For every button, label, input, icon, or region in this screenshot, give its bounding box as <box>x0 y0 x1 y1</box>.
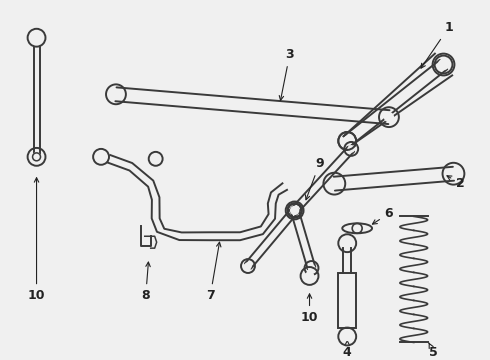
Circle shape <box>32 153 41 161</box>
Text: 7: 7 <box>206 242 221 302</box>
Circle shape <box>348 146 354 152</box>
Circle shape <box>343 137 351 145</box>
Circle shape <box>343 239 351 247</box>
Text: 9: 9 <box>305 157 324 200</box>
Circle shape <box>98 153 104 160</box>
Circle shape <box>308 265 315 271</box>
Circle shape <box>291 207 298 215</box>
Circle shape <box>292 207 298 213</box>
Circle shape <box>448 169 458 179</box>
Text: 3: 3 <box>279 48 294 100</box>
Circle shape <box>112 90 121 99</box>
Text: 8: 8 <box>142 262 150 302</box>
Text: 2: 2 <box>447 176 465 190</box>
Circle shape <box>440 60 447 68</box>
Circle shape <box>343 333 351 341</box>
Circle shape <box>32 34 41 42</box>
Circle shape <box>153 156 159 162</box>
Circle shape <box>292 207 298 213</box>
Circle shape <box>329 179 339 189</box>
Text: 5: 5 <box>429 343 438 359</box>
Text: 10: 10 <box>28 178 45 302</box>
Circle shape <box>245 263 251 269</box>
Circle shape <box>385 113 393 122</box>
Text: 4: 4 <box>343 340 352 359</box>
Text: 10: 10 <box>301 294 318 324</box>
Circle shape <box>306 272 314 280</box>
Text: 1: 1 <box>421 21 453 68</box>
Bar <box>338 273 356 328</box>
Ellipse shape <box>343 223 372 233</box>
Circle shape <box>292 207 298 213</box>
Circle shape <box>343 137 351 145</box>
Circle shape <box>439 59 448 69</box>
Text: 6: 6 <box>372 207 393 224</box>
